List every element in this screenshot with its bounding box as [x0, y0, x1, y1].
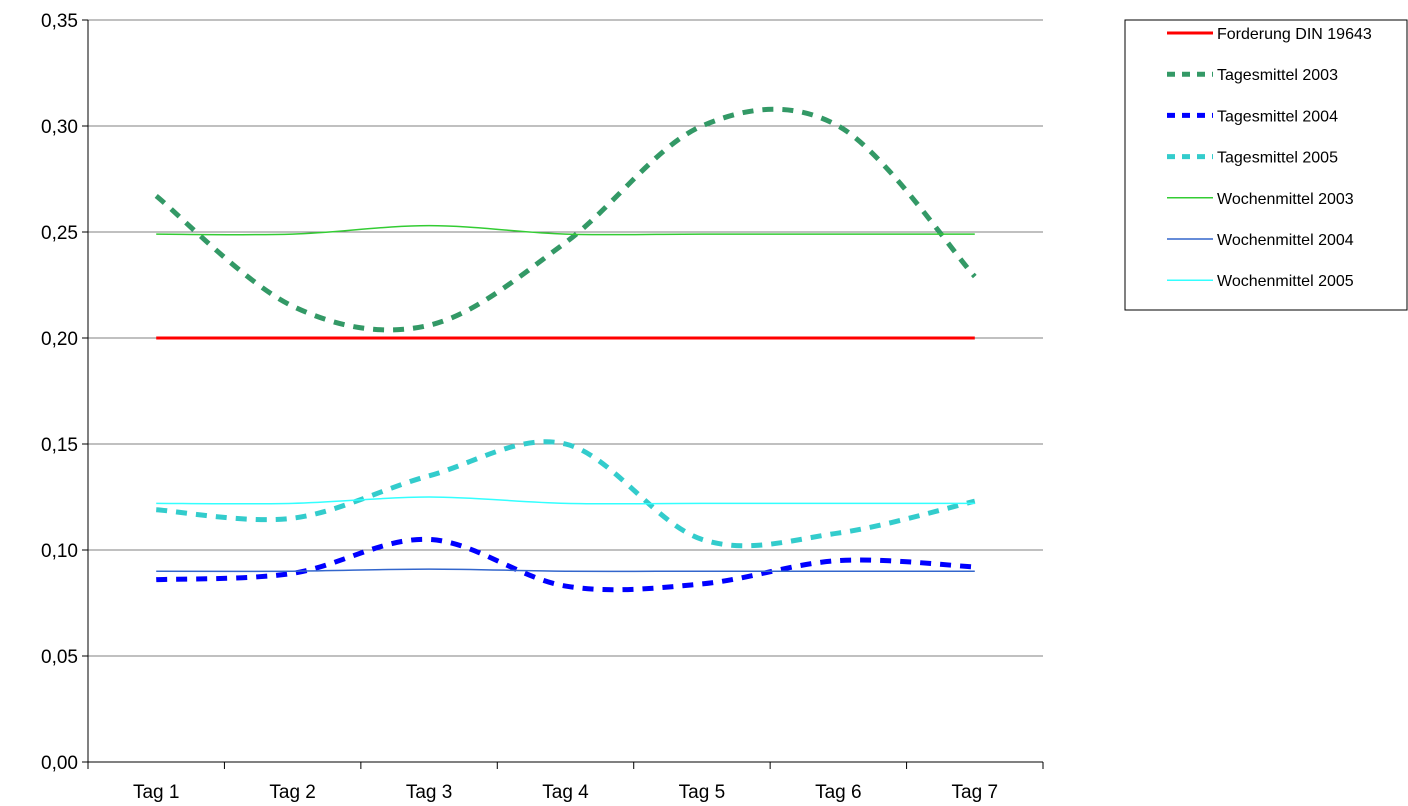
- y-tick-label: 0,35: [41, 11, 78, 32]
- x-tick-label: Tag 5: [679, 782, 725, 803]
- series-lines: [154, 106, 977, 593]
- series-line: [156, 224, 975, 236]
- series-line: [156, 439, 976, 549]
- x-tick-label: Tag 7: [952, 782, 998, 803]
- legend-label: Forderung DIN 19643: [1217, 26, 1372, 43]
- series-line: [156, 568, 975, 573]
- legend-label: Tagesmittel 2004: [1217, 108, 1338, 125]
- x-tick-label: Tag 2: [269, 782, 315, 803]
- y-tick-label: 0,20: [41, 329, 78, 350]
- series-line: [156, 496, 975, 505]
- y-tick-label: 0,25: [41, 223, 78, 244]
- y-tick-label: 0,05: [41, 647, 78, 668]
- x-tick-label: Tag 1: [133, 782, 179, 803]
- legend-label: Tagesmittel 2003: [1217, 67, 1338, 84]
- y-tick-label: 0,00: [41, 753, 78, 774]
- axes: 0,00 0,05 0,10 0,15 0,20 0,25 0,30 0,35 Tag 1 Tag…: [41, 11, 1044, 803]
- legend-label: Tagesmittel 2005: [1217, 150, 1338, 167]
- x-tick-label: Tag 4: [542, 782, 589, 803]
- x-tick-label: Tag 3: [406, 782, 452, 803]
- y-tick-label: 0,30: [41, 117, 78, 138]
- legend-box: [1124, 19, 1408, 311]
- legend-label: Wochenmittel 2004: [1217, 232, 1354, 249]
- series-line: [154, 106, 977, 333]
- y-tick-label: 0,10: [41, 541, 78, 562]
- y-tick-label: 0,15: [41, 435, 78, 456]
- x-tick-label: Tag 6: [815, 782, 861, 803]
- legend-label: Wochenmittel 2003: [1217, 191, 1354, 208]
- legend: Forderung DIN 19643 Tagesmittel 2003 Tages…: [1124, 19, 1408, 311]
- series-line: [156, 536, 975, 593]
- legend-label: Wochenmittel 2005: [1217, 273, 1354, 290]
